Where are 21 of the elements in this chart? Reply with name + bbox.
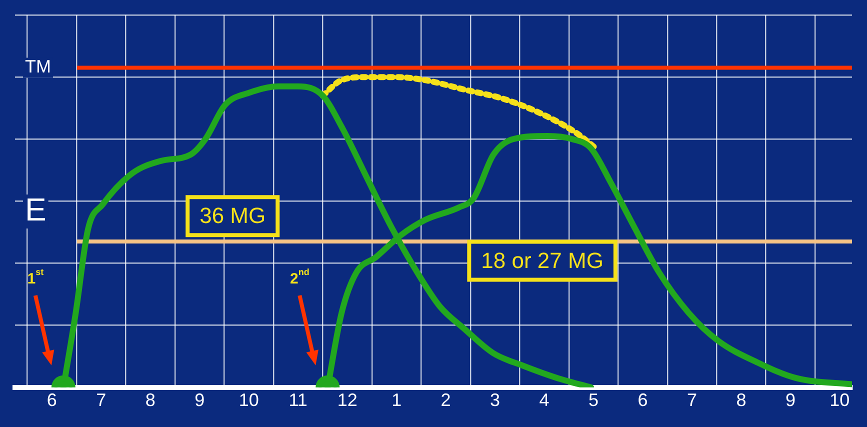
x-tick-label: 2: [440, 390, 451, 410]
x-tick-label: 6: [638, 390, 648, 410]
ref-line-label: E: [25, 191, 46, 228]
x-tick-label: 11: [288, 390, 308, 410]
x-tick-label: 8: [145, 390, 156, 410]
x-tick-label: 10: [238, 390, 259, 410]
x-tick-label: 3: [490, 390, 500, 410]
x-tick-label: 12: [337, 390, 358, 410]
x-tick-label: 7: [686, 390, 697, 410]
x-tick-label: 9: [194, 390, 205, 410]
x-tick-label: 1: [392, 390, 402, 410]
x-tick-label: 10: [830, 390, 850, 410]
x-tick-label: 9: [785, 390, 796, 410]
annotation: 36 MG: [200, 203, 266, 228]
annotation: 18 or 27 MG: [481, 248, 604, 273]
x-tick-label: 6: [46, 390, 57, 410]
x-tick-label: 7: [96, 390, 106, 410]
ref-line-label: TM: [25, 56, 51, 77]
x-tick-label: 4: [539, 390, 550, 410]
x-tick-label: 8: [736, 390, 746, 410]
x-tick-label: 5: [588, 390, 599, 410]
